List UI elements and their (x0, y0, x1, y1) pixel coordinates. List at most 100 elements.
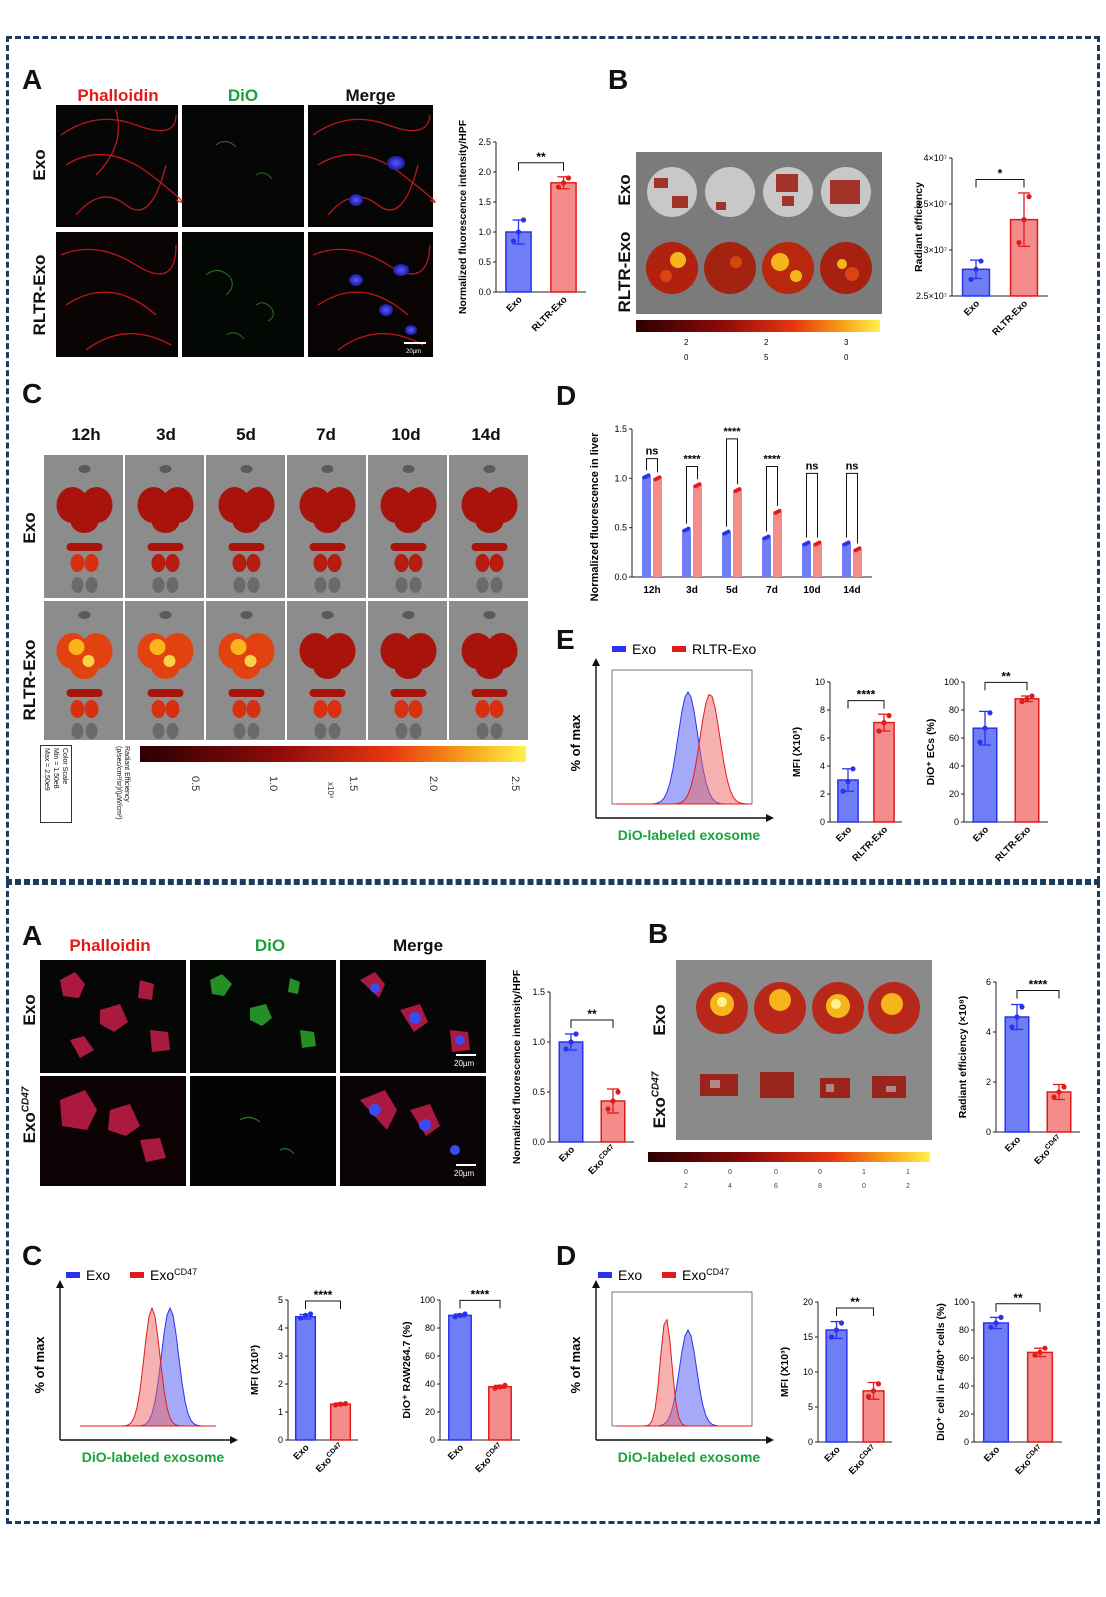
y-tick-label: 2.5×10⁷ (916, 291, 947, 301)
lung (151, 700, 166, 718)
data-point (1014, 1014, 1020, 1020)
significance-label: ns (846, 460, 859, 472)
data-point (817, 540, 822, 545)
data-point (605, 1106, 611, 1112)
y-axis-label: DiO⁺ ECs (%) (925, 719, 937, 786)
time-label: 10d (391, 425, 421, 444)
spleen (147, 689, 184, 697)
top-a-bar-chart: 0.0 0.5 1.0 1.5 2.0 2.5 Normalized fluorescenc… (457, 119, 586, 334)
data-point (452, 1314, 458, 1320)
y-tick-label: 80 (425, 1323, 435, 1333)
kidney (152, 577, 165, 593)
top-b-bar-chart: 2.5×10⁷ 3×10⁷ 3.5×10⁷ 4×10⁷ Radiant efficien… (913, 153, 1048, 338)
significance-bracket (975, 178, 1025, 188)
data-point (876, 728, 882, 734)
y-tick-label: 80 (949, 705, 959, 715)
x-tick-superscript: CD47 (598, 1144, 616, 1162)
kidney (476, 577, 489, 593)
significance-label: **** (683, 453, 701, 465)
histogram-y-label: % of max (568, 714, 583, 772)
y-tick-label: 100 (420, 1295, 435, 1305)
data-point (555, 184, 562, 190)
lung (232, 554, 247, 572)
row-label-superscript: CD47 (650, 1071, 662, 1098)
time-label: 7d (316, 425, 336, 444)
bot-c-legend: Exo ExoCD47 (66, 1267, 197, 1283)
heart (483, 465, 496, 473)
lung (70, 700, 85, 718)
significance-bracket (646, 458, 658, 473)
data-point (726, 529, 731, 534)
bar (329, 1403, 352, 1441)
spleen (66, 543, 103, 551)
histogram-comparison (80, 1306, 216, 1427)
y-tick-label: 60 (425, 1351, 435, 1361)
data-point (307, 1311, 314, 1317)
bar-exo (802, 543, 811, 577)
legend-swatch-exo-cd47 (662, 1272, 676, 1278)
data-point (1037, 1349, 1043, 1355)
data-point (1021, 217, 1027, 223)
y-tick-label: 0 (820, 817, 825, 827)
y-tick-label: 80 (959, 1325, 969, 1335)
data-point (982, 725, 988, 731)
row-label-exo-top-a: Exo (30, 149, 49, 181)
data-point (850, 766, 856, 772)
y-axis-arrowhead (592, 1280, 600, 1288)
spleen (309, 689, 346, 697)
data-point (610, 1098, 616, 1104)
colorbar-tick: 0 (818, 1169, 822, 1176)
significance-label: **** (314, 1288, 333, 1302)
legend-label-superscript: CD47 (174, 1267, 197, 1277)
y-tick-label: 4×10⁷ (923, 153, 947, 163)
bar-rltr-exo (853, 549, 862, 577)
liver-lobe (394, 655, 423, 679)
spleen (228, 543, 265, 551)
y-axis-label: DiO⁺ RAW264.7 (%) (401, 1321, 413, 1418)
bot-a-micrographs: 20µm 20µm (40, 960, 486, 1186)
x-axis-arrowhead (766, 814, 774, 822)
colorbar-tick: 5 (764, 353, 769, 362)
x-tick-label: Exo (982, 1444, 1002, 1464)
kidney (85, 577, 98, 593)
legend-label-exo-cd47: ExoCD47 (682, 1267, 729, 1283)
data-point (302, 1312, 309, 1318)
spleen (66, 689, 103, 697)
liver-lobe (313, 655, 342, 679)
col-head-dio-bot: DiO (254, 936, 286, 955)
y-tick-label: 20 (949, 789, 959, 799)
y-tick-label: 0 (954, 817, 959, 827)
row-label-exo-bot-b: Exo (650, 1004, 669, 1036)
bar (488, 1386, 512, 1441)
top-e-legend: Exo RLTR-Exo (612, 641, 757, 657)
row-label-exo-bot-a: Exo (20, 994, 39, 1026)
liver-hotspot (82, 655, 95, 667)
heart (78, 611, 91, 619)
x-tick-label: ExoCD47 (846, 1444, 880, 1478)
y-tick-label: 0.0 (532, 1137, 545, 1147)
bar-exo (842, 543, 851, 577)
panel-letter-top-a: A (22, 64, 43, 95)
colorbar-tick: 1.0 (267, 776, 279, 791)
col-head-merge-bot: Merge (392, 936, 444, 955)
lung (394, 554, 409, 572)
kidney (71, 723, 84, 739)
data-point (777, 508, 782, 513)
data-point (987, 710, 993, 716)
significance-label: **** (1029, 978, 1048, 992)
data-point (978, 258, 984, 264)
legend-swatch-rltr (672, 646, 686, 652)
bot-b-plate-image (676, 960, 932, 1140)
data-point (838, 1320, 845, 1326)
bar (448, 1314, 472, 1441)
y-tick-label: 4 (278, 1323, 283, 1333)
significance-bracket (806, 472, 818, 538)
data-point (828, 1334, 835, 1340)
lung (313, 700, 328, 718)
bar (1004, 1016, 1030, 1133)
data-point (563, 1046, 569, 1052)
x-tick-label: Exo (505, 294, 525, 314)
y-tick-label: 2.0 (478, 167, 491, 177)
histogram-comparison (616, 1318, 752, 1427)
y-tick-label: 5 (278, 1295, 283, 1305)
